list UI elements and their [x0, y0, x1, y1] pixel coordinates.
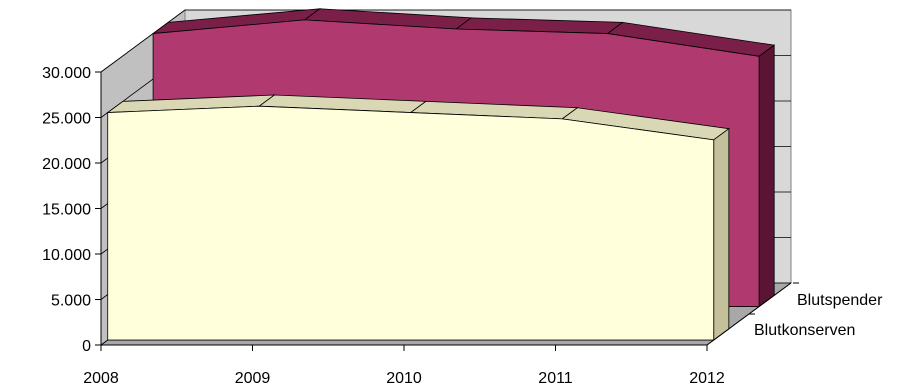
y-tick-label: 20.000 — [42, 156, 91, 173]
axes — [95, 71, 799, 351]
series-label-blutspender: Blutspender — [797, 292, 883, 309]
y-tick-label: 10.000 — [42, 247, 91, 264]
y-tick-label: 0 — [82, 338, 91, 355]
x-tick-label: 2011 — [538, 370, 573, 387]
side-face-blutspender — [758, 44, 775, 308]
side-face-blutkonserven — [713, 127, 730, 341]
series-blutkonserven — [106, 94, 730, 341]
gridline-side — [100, 9, 186, 73]
front-face-blutkonserven — [107, 105, 715, 341]
y-tick-label: 25.000 — [42, 111, 91, 128]
series-label-blutkonserven: Blutkonserven — [754, 322, 855, 339]
x-tick-label: 2009 — [235, 370, 271, 387]
x-tick-label: 2010 — [386, 370, 422, 387]
x-tick-label: 2012 — [689, 370, 725, 387]
y-tick-label: 30.000 — [42, 65, 91, 82]
axis-labels: 0 5.000 10.000 15.000 20.000 25.000 30.000 2008… — [42, 65, 883, 387]
y-tick-label: 5.000 — [51, 293, 91, 310]
y-tick-label: 15.000 — [42, 202, 91, 219]
x-tick-label: 2008 — [83, 370, 119, 387]
